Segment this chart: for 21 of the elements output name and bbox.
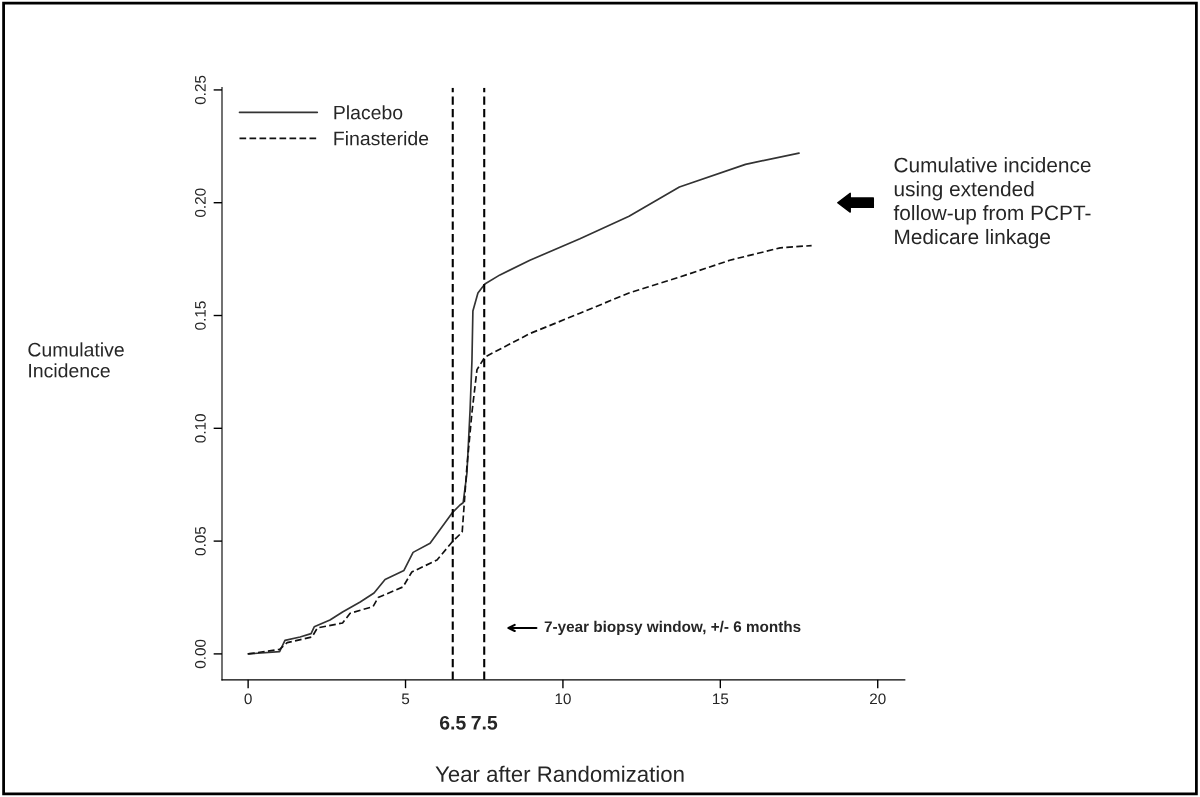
line-series — [247, 244, 813, 655]
line-series — [247, 152, 800, 655]
x-tick-label: 15 — [713, 693, 729, 705]
legend-label: Finasteride — [334, 131, 429, 146]
y-tick-label: 0.10 — [194, 414, 206, 443]
x-tick-label: 0 — [244, 693, 252, 705]
ref-line-label: 6.5 — [439, 715, 466, 730]
x-axis-title: Year after Randomization — [435, 765, 684, 783]
x-tick-label: 10 — [555, 693, 571, 705]
legend-label: Placebo — [334, 105, 403, 120]
y-tick-label: 0.20 — [194, 188, 206, 217]
x-tick-label: 5 — [401, 693, 410, 705]
y-tick-label: 0.00 — [194, 639, 206, 669]
annotation: 7-year biopsy window, +/- 6 months — [544, 620, 801, 636]
x-tick-label: 20 — [870, 693, 886, 705]
ref-line-label: 7.5 — [471, 716, 498, 730]
annotation: Cumulative incidence using extended follow-up from PCPT- Medicare linkage — [893, 157, 1091, 249]
y-tick-label: 0.05 — [194, 526, 206, 556]
y-axis-title: Cumulative Incidence — [28, 342, 124, 378]
y-tick-label: 0.25 — [194, 75, 206, 105]
y-tick-label: 0.15 — [194, 301, 206, 330]
